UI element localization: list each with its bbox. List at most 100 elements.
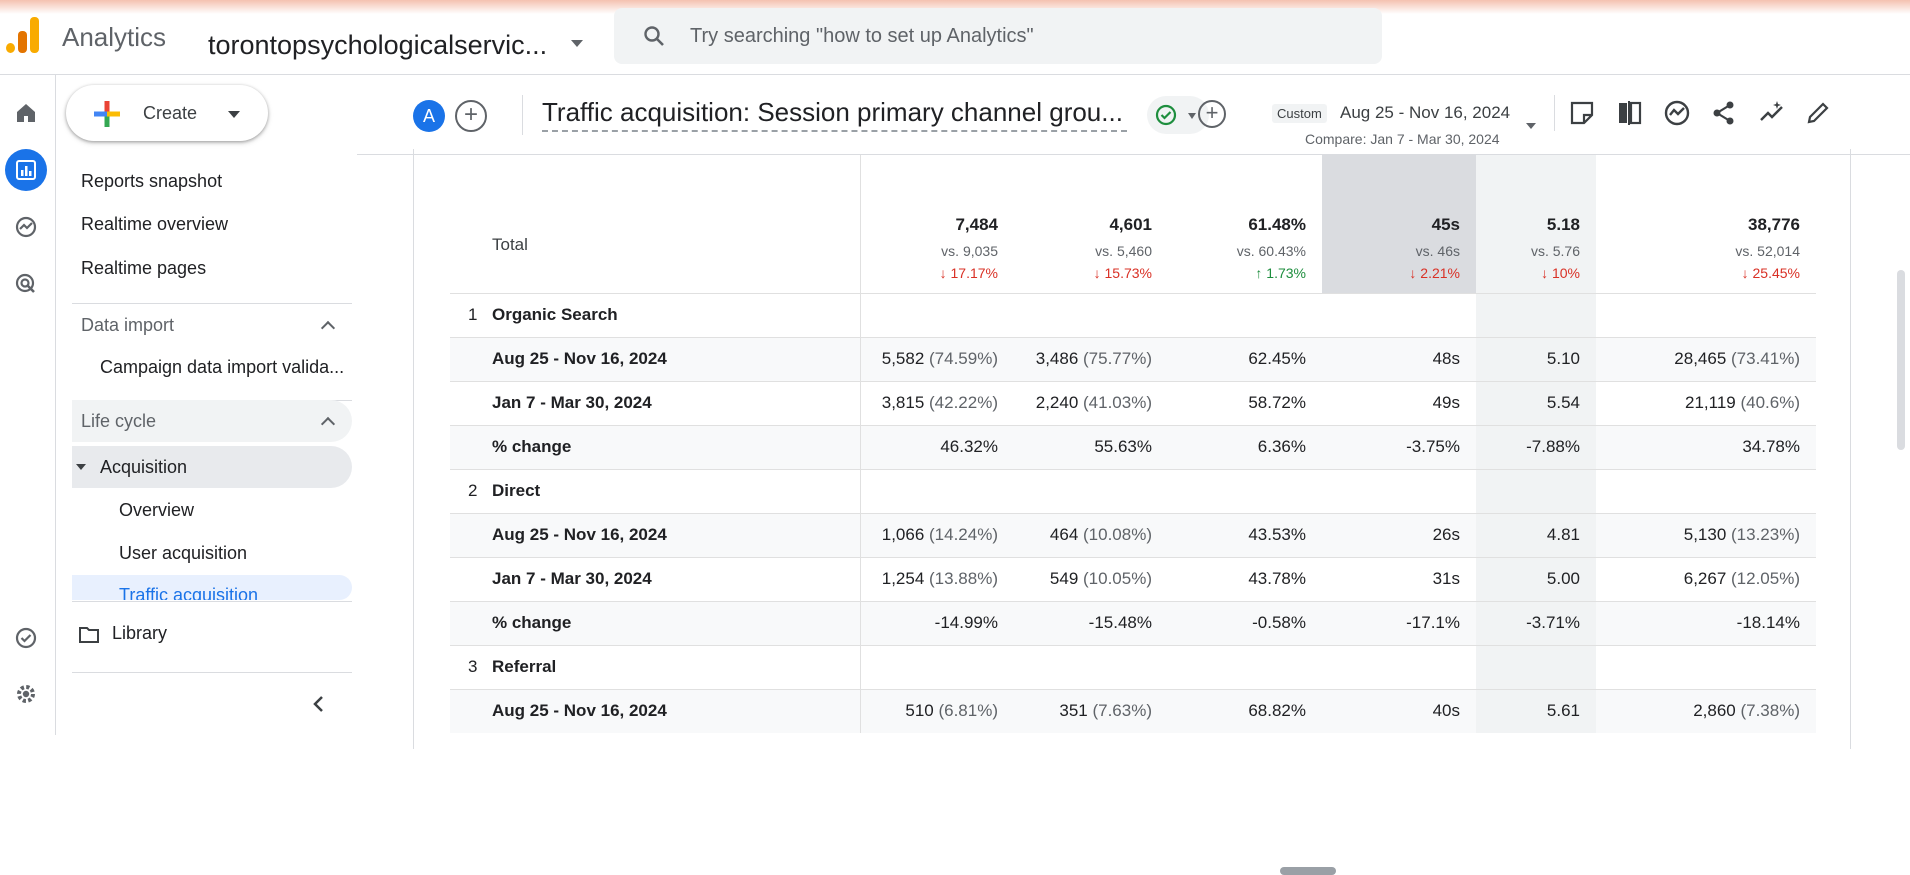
check-circle-icon (1155, 104, 1177, 126)
add-comparison-icon[interactable]: + (455, 100, 487, 132)
explore-icon[interactable] (5, 206, 47, 248)
note-icon[interactable] (1567, 98, 1597, 128)
cell-events-per-session: 5.10 (1476, 336, 1596, 381)
table-row: % change -14.99% -15.48% -0.58% -17.1% -3.7… (450, 600, 1816, 645)
total-row: Total 7,484 vs. 9,035 ↓ 17.17% 4,601 vs. 5,… (450, 155, 1816, 293)
section-label: Life cycle (81, 411, 157, 431)
cell-engaged-sessions: 3,486 (75.77%) (1014, 336, 1168, 381)
cell-engagement-rate: -0.58% (1168, 600, 1322, 645)
channel-name[interactable]: Referral (492, 644, 861, 689)
cell-event-count: 5,130 (13.23%) (1596, 512, 1816, 557)
total-cell: 45s vs. 46s ↓ 2.21% (1322, 155, 1476, 293)
cell-sessions: 510 (6.81%) (860, 688, 1014, 733)
table-row: Jan 7 - Mar 30, 2024 3,815 (42.22%) 2,240 … (450, 380, 1816, 425)
cell-engagement-rate: 62.45% (1168, 336, 1322, 381)
cell-sessions: 1,066 (14.24%) (860, 512, 1014, 557)
cell-engagement-time: 26s (1322, 512, 1476, 557)
nav-section-data-import[interactable]: Data import (72, 304, 352, 346)
cell-engaged-sessions: 549 (10.05%) (1014, 556, 1168, 601)
share-icon[interactable] (1709, 98, 1739, 128)
channel-name[interactable]: Organic Search (492, 292, 861, 337)
row-index: 2 (450, 468, 492, 513)
total-cell: 38,776 vs. 52,014 ↓ 25.45% (1735, 214, 1800, 281)
add-report-icon[interactable]: + (1198, 100, 1226, 128)
cell-engagement-rate: 43.53% (1168, 512, 1322, 557)
search-bar[interactable]: Try searching "how to set up Analytics" (614, 8, 1382, 64)
total-cell: 61.48% vs. 60.43% ↑ 1.73% (1236, 214, 1306, 281)
analytics-logo-icon[interactable] (6, 17, 40, 53)
horizontal-scrollbar[interactable] (1280, 867, 1336, 875)
nav-acquisition[interactable]: Acquisition (72, 446, 352, 488)
report-title[interactable]: Traffic acquisition: Session primary cha… (542, 97, 1127, 132)
nav-library[interactable]: Library (112, 623, 168, 643)
cell-engaged-sessions: 464 (10.08%) (1014, 512, 1168, 557)
nav-realtime-pages[interactable]: Realtime pages (81, 258, 207, 278)
gear-icon[interactable] (5, 673, 47, 715)
nav-campaign-data-import[interactable]: Campaign data import valida... (100, 357, 345, 377)
home-icon[interactable] (5, 92, 47, 134)
reports-icon[interactable] (5, 149, 47, 191)
nav-traffic-acquisition[interactable]: Traffic acquisition (72, 575, 352, 600)
property-selector[interactable]: torontopsychologicalservic... (208, 30, 548, 60)
nav-divider (72, 303, 352, 304)
nav-section-life-cycle[interactable]: Life cycle (72, 400, 352, 442)
insights-icon[interactable] (1662, 98, 1692, 128)
nav-realtime-overview[interactable]: Realtime overview (81, 214, 229, 234)
row-label: Jan 7 - Mar 30, 2024 (492, 556, 861, 601)
channel-group-row[interactable]: 3 Referral (450, 644, 1816, 689)
chevron-down-icon (228, 111, 240, 118)
create-button[interactable]: Create (66, 85, 268, 141)
vertical-scrollbar[interactable] (1897, 270, 1905, 450)
compare-columns-icon[interactable] (1615, 98, 1645, 128)
nav-overview[interactable]: Overview (119, 500, 195, 520)
chevron-down-icon (1188, 113, 1196, 119)
cell-engagement-time: 48s (1322, 336, 1476, 381)
cell-event-count: 2,860 (7.38%) (1596, 688, 1816, 733)
cell-events-per-session: -3.71% (1476, 600, 1596, 645)
cell-event-count: 21,119 (40.6%) (1596, 380, 1816, 425)
compare-range: Compare: Jan 7 - Mar 30, 2024 (1305, 131, 1500, 147)
table-row: Aug 25 - Nov 16, 2024 5,582 (74.59%) 3,486… (450, 336, 1816, 381)
configure-icon[interactable] (5, 617, 47, 659)
total-cell: 5.18 vs. 5.76 ↓ 10% (1476, 155, 1596, 293)
channel-group-row[interactable]: 1 Organic Search (450, 292, 1816, 337)
edit-pencil-icon[interactable] (1803, 98, 1833, 128)
row-label: Jan 7 - Mar 30, 2024 (492, 380, 861, 425)
cell-engagement-rate: 58.72% (1168, 380, 1322, 425)
total-cell: 7,484 vs. 9,035 ↓ 17.17% (939, 214, 998, 281)
row-label: % change (492, 600, 861, 645)
date-range[interactable]: Aug 25 - Nov 16, 2024 (1340, 103, 1511, 122)
chevron-down-icon[interactable] (1526, 123, 1536, 129)
header-divider (522, 95, 523, 135)
cell-events-per-session: 4.81 (1476, 512, 1596, 557)
nav-user-acquisition[interactable]: User acquisition (119, 543, 248, 563)
chevron-down-icon[interactable] (571, 40, 583, 47)
cell-engagement-rate: 43.78% (1168, 556, 1322, 601)
advertising-icon[interactable] (5, 263, 47, 305)
table-row: Aug 25 - Nov 16, 2024 510 (6.81%) 351 (7.6… (450, 688, 1816, 733)
chevron-up-icon (320, 416, 336, 432)
search-placeholder: Try searching "how to set up Analytics" (690, 25, 1034, 47)
sparkle-trend-icon[interactable] (1757, 98, 1787, 128)
cell-events-per-session: 5.00 (1476, 556, 1596, 601)
table-row: Jan 7 - Mar 30, 2024 1,254 (13.88%) 549 (1… (450, 556, 1816, 601)
comparison-avatar[interactable]: A (413, 100, 445, 132)
cell-engagement-rate: 68.82% (1168, 688, 1322, 733)
top-bar: Analytics torontopsychologicalservic... … (0, 0, 1910, 75)
cell-events-per-session: 5.61 (1476, 688, 1596, 733)
cell-engaged-sessions: 2,240 (41.03%) (1014, 380, 1168, 425)
plus-color-icon (94, 101, 120, 127)
collapse-chevron-icon[interactable] (312, 695, 324, 713)
cell-engaged-sessions: -15.48% (1014, 600, 1168, 645)
cell-sessions: -14.99% (860, 600, 1014, 645)
channel-name[interactable]: Direct (492, 468, 861, 513)
nav-divider (72, 672, 352, 673)
cell-sessions: 5,582 (74.59%) (860, 336, 1014, 381)
row-label: Aug 25 - Nov 16, 2024 (492, 688, 861, 733)
channel-group-row[interactable]: 2 Direct (450, 468, 1816, 513)
nav-reports-snapshot[interactable]: Reports snapshot (81, 171, 223, 191)
data-table: Total 7,484 vs. 9,035 ↓ 17.17% 4,601 vs. 5,… (450, 155, 1816, 733)
cell-engagement-time: 40s (1322, 688, 1476, 733)
left-rail (0, 75, 56, 735)
